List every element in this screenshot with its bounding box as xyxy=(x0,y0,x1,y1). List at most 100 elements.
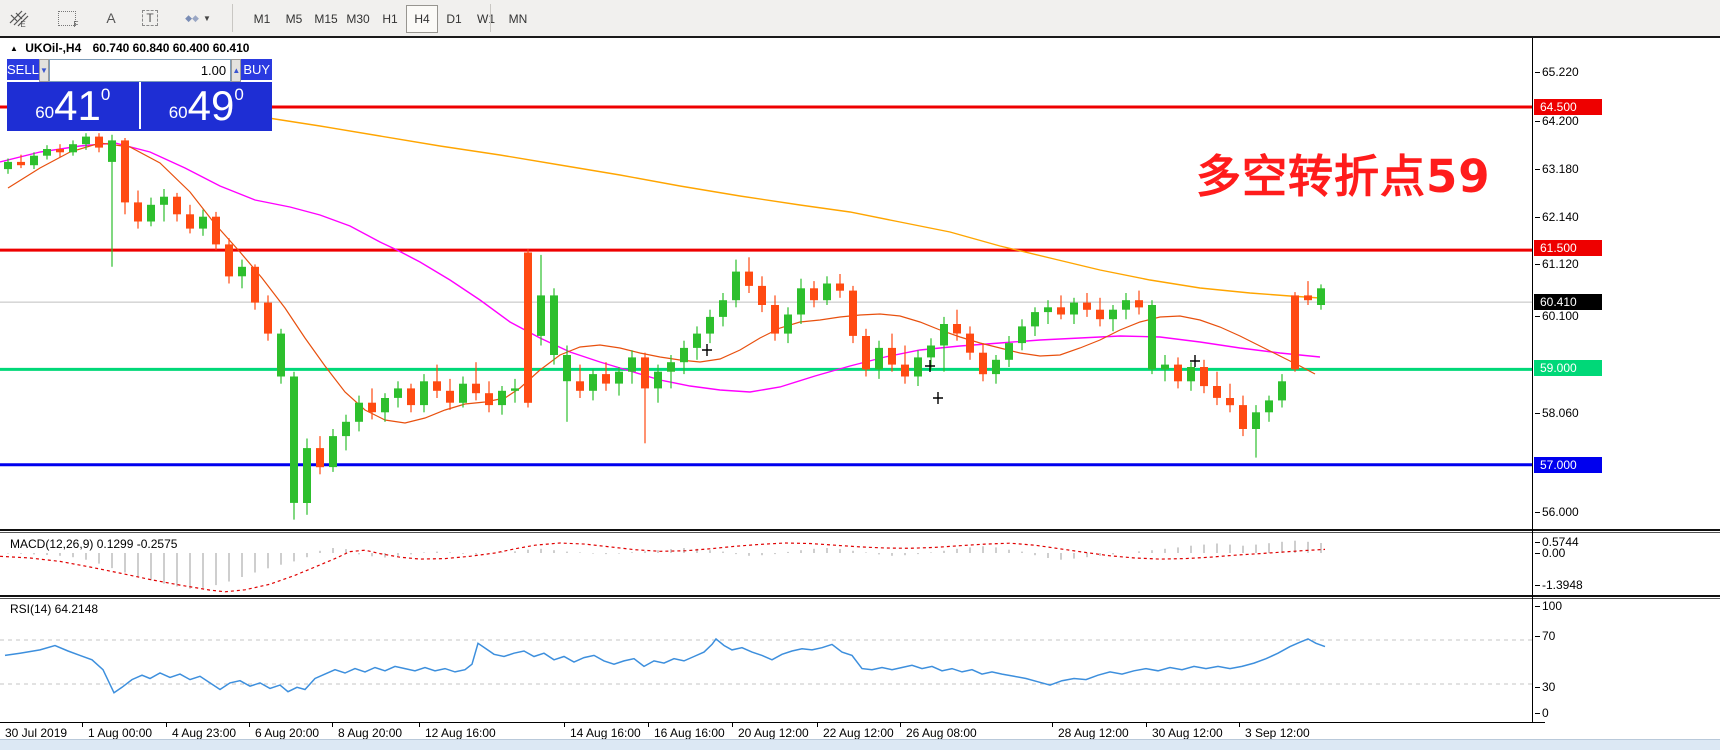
timeframe-button-mn[interactable]: MN xyxy=(508,12,528,26)
candle-body xyxy=(147,204,155,222)
grid-tool-icon[interactable]: F xyxy=(52,4,86,32)
toolbar-separator xyxy=(490,4,491,32)
candle-body xyxy=(82,136,90,145)
candle-body xyxy=(745,271,753,286)
timeframe-button-w1[interactable]: W1 xyxy=(477,12,495,26)
candle-body xyxy=(1291,295,1299,370)
timeframe-button-h1[interactable]: H1 xyxy=(382,12,398,26)
timeframe-button-d1[interactable]: D1 xyxy=(446,12,462,26)
date-axis-tick xyxy=(1146,722,1147,727)
candle-body xyxy=(667,362,675,372)
price-axis-label: 0.00 xyxy=(1534,546,1566,560)
price-axis-label: 61.500 xyxy=(1534,240,1602,256)
candle-body xyxy=(316,448,324,468)
ma-slow-line xyxy=(261,116,1321,299)
candle-body xyxy=(654,371,662,389)
chevron-down-icon: ▼ xyxy=(202,13,211,23)
candle-body xyxy=(1070,302,1078,315)
volume-input[interactable] xyxy=(49,59,232,82)
candle-body xyxy=(862,336,870,370)
candle-body xyxy=(927,345,935,358)
collapse-icon[interactable]: ▲ xyxy=(10,44,18,53)
candle-body xyxy=(173,196,181,215)
candle-body xyxy=(1148,305,1156,370)
candle-body xyxy=(1187,367,1195,382)
buy-price-display[interactable]: 60 49 0 xyxy=(141,82,273,129)
candle-body xyxy=(17,161,25,166)
cross-marker[interactable] xyxy=(933,392,943,404)
candle-body xyxy=(303,448,311,503)
candle-body xyxy=(1044,307,1052,313)
price-chart[interactable] xyxy=(0,38,1532,530)
candle-body xyxy=(1031,312,1039,327)
panel-separator[interactable] xyxy=(0,595,1720,597)
timeframe-button-m5[interactable]: M5 xyxy=(285,12,303,26)
price-axis-label: -1.3948 xyxy=(1535,578,1583,592)
candle-body xyxy=(4,161,12,170)
text-tool-icon[interactable]: A xyxy=(106,10,116,26)
timeframe-button-h4[interactable]: H4 xyxy=(406,5,438,33)
candle-body xyxy=(719,300,727,317)
cross-marker[interactable] xyxy=(925,360,935,372)
arrows-tool-icon[interactable]: ◆ ◆ ▼ xyxy=(185,12,211,23)
candle-body xyxy=(485,393,493,406)
ma-fast-line xyxy=(7,142,1316,424)
rsi-indicator-panel[interactable] xyxy=(0,599,1532,722)
price-axis-label: 60.410 xyxy=(1534,294,1602,310)
candle-body xyxy=(589,374,597,391)
timeframe-button-m1[interactable]: M1 xyxy=(253,12,271,26)
candle-body xyxy=(381,398,389,413)
candle-body xyxy=(407,388,415,406)
candle-body xyxy=(212,216,220,245)
candle-body xyxy=(979,352,987,375)
price-axis-label: 64.500 xyxy=(1534,99,1602,115)
candle-body xyxy=(1057,307,1065,315)
date-axis-tick xyxy=(648,722,649,727)
panel-separator[interactable] xyxy=(0,529,1720,531)
candle-body xyxy=(290,376,298,503)
candle-body xyxy=(95,136,103,148)
timeframe-button-m30[interactable]: M30 xyxy=(346,12,370,26)
timeframe-button-m15[interactable]: M15 xyxy=(314,12,338,26)
panel-separator xyxy=(0,598,1720,599)
candle-body xyxy=(550,295,558,355)
panel-border xyxy=(0,722,1545,723)
buy-button[interactable]: BUY xyxy=(241,59,272,82)
candle-body xyxy=(121,140,129,203)
candle-body xyxy=(966,333,974,353)
date-axis-tick xyxy=(564,722,565,727)
candle-body xyxy=(342,421,350,437)
sell-price-display[interactable]: 60 41 0 xyxy=(7,82,139,129)
candle-body xyxy=(420,381,428,406)
sell-price-int: 60 xyxy=(35,103,55,122)
candle-body xyxy=(992,359,1000,375)
candle-body xyxy=(446,390,454,403)
candle-body xyxy=(628,357,636,372)
macd-indicator-panel[interactable] xyxy=(0,533,1532,595)
price-axis-label: 60.100 xyxy=(1535,309,1579,323)
cross-marker[interactable] xyxy=(1190,355,1200,367)
date-axis-tick xyxy=(817,722,818,727)
candle-body xyxy=(1018,326,1026,344)
date-axis-tick xyxy=(82,722,83,727)
date-axis-label: 20 Aug 12:00 xyxy=(738,726,809,740)
cross-marker[interactable] xyxy=(702,344,712,356)
chart-annotation-text: 多空转折点59 xyxy=(1196,150,1491,203)
price-axis-label: 64.200 xyxy=(1535,114,1579,128)
candle-body xyxy=(888,347,896,365)
text-label-tool-icon[interactable]: T xyxy=(136,4,164,32)
price-axis-label: 30 xyxy=(1534,680,1556,694)
buy-price-pip: 0 xyxy=(234,85,244,104)
sell-price-main: 41 xyxy=(54,81,101,129)
volume-increase-button[interactable]: ▲ xyxy=(231,59,242,82)
date-axis-tick xyxy=(1239,722,1240,727)
candle-body xyxy=(576,381,584,391)
candle-body xyxy=(1135,300,1143,308)
candle-body xyxy=(615,371,623,384)
equidistant-channel-icon[interactable]: E xyxy=(8,4,42,32)
candle-body xyxy=(186,214,194,229)
sell-button[interactable]: SELL xyxy=(7,59,39,82)
volume-decrease-button[interactable]: ▼ xyxy=(38,59,50,82)
channel-sub-label: E xyxy=(20,19,26,29)
candle-body xyxy=(797,288,805,315)
